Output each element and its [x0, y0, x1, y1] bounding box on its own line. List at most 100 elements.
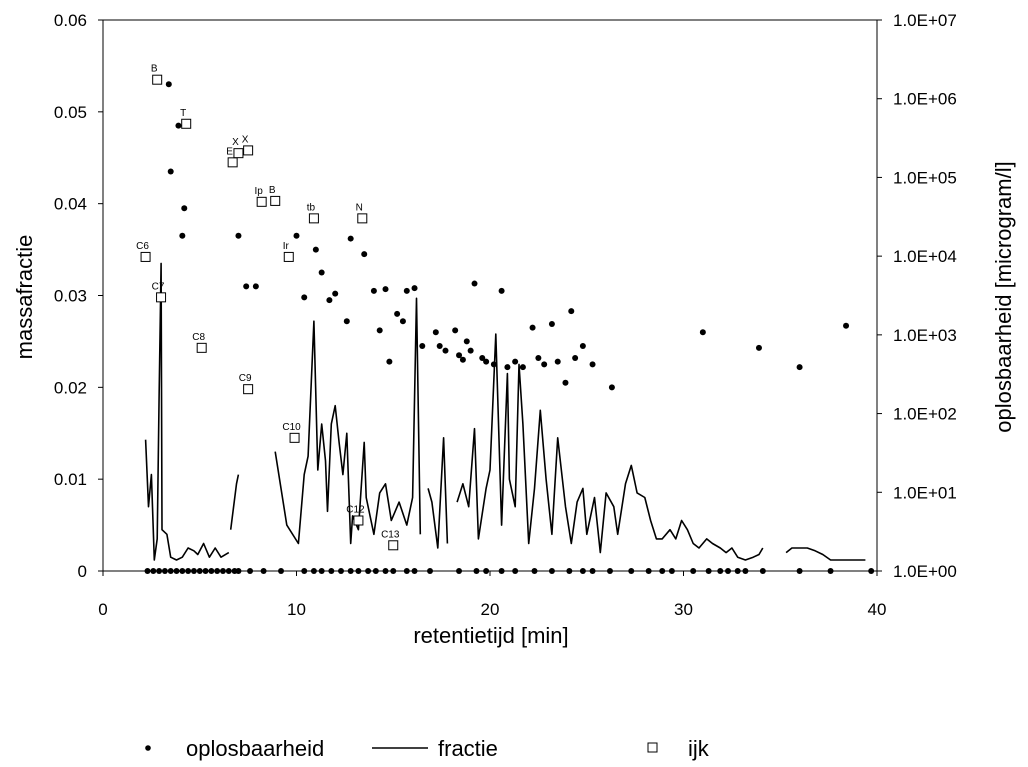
oplosbaarheid-point: [144, 568, 151, 574]
left-tick-label: 0.01: [54, 470, 87, 489]
oplosbaarheid-point: [490, 361, 497, 368]
oplosbaarheid-point: [759, 568, 766, 574]
oplosbaarheid-point: [225, 568, 232, 574]
oplosbaarheid-point: [196, 568, 203, 574]
ijk-point-label: C10: [282, 422, 301, 433]
ijk-point-label: C9: [239, 373, 252, 384]
oplosbaarheid-point: [608, 384, 615, 391]
oplosbaarheid-point: [175, 122, 182, 129]
ijk-point-label: N: [356, 202, 363, 213]
oplosbaarheid-point: [202, 568, 209, 574]
oplosbaarheid-point: [382, 568, 389, 574]
ijk-point: [289, 432, 300, 443]
ijk-point-label: E: [226, 146, 233, 157]
legend-oplosbaarheid-marker: [145, 745, 151, 751]
oplosbaarheid-point: [705, 568, 712, 574]
x-tick-label: 0: [98, 600, 107, 619]
right-tick-label: 1.0E+04: [893, 247, 957, 266]
ijk-point: [152, 74, 163, 85]
oplosbaarheid-point: [699, 329, 706, 336]
oplosbaarheid-point: [548, 320, 555, 327]
ijk-point: [270, 195, 281, 206]
ijk-series: B T EX X Ip B C6 C7 C8 C9 Ir C10 tb N C12 C13: [136, 64, 400, 551]
oplosbaarheid-point: [827, 568, 834, 574]
ijk-point-label: X: [232, 137, 239, 148]
ijk-point: [353, 515, 364, 526]
oplosbaarheid-point: [382, 286, 389, 293]
ijk-point-label: Ip: [254, 186, 263, 197]
oplosbaarheid-point: [572, 354, 579, 361]
ijk-point-label: B: [151, 64, 158, 75]
oplosbaarheid-point: [442, 347, 449, 354]
ijk-point: [243, 145, 254, 156]
oplosbaarheid-point: [179, 568, 186, 574]
oplosbaarheid-point: [579, 343, 586, 350]
fractie-line-segment: [229, 474, 240, 530]
oplosbaarheid-point: [394, 310, 401, 317]
oplosbaarheid-point: [376, 327, 383, 334]
oplosbaarheid-point: [318, 269, 325, 276]
oplosbaarheid-point: [589, 568, 596, 574]
oplosbaarheid-series: [144, 81, 875, 574]
ijk-point-label: tb: [307, 202, 316, 213]
oplosbaarheid-point: [645, 568, 652, 574]
legend: oplosbaarheid fractie ijk: [145, 736, 710, 761]
oplosbaarheid-point: [535, 354, 542, 361]
left-tick-label: 0.06: [54, 11, 87, 30]
oplosbaarheid-point: [399, 318, 406, 325]
oplosbaarheid-point: [473, 568, 480, 574]
oplosbaarheid-point: [179, 232, 186, 239]
right-tick-label: 1.0E+05: [893, 168, 957, 187]
oplosbaarheid-point: [390, 568, 397, 574]
oplosbaarheid-point: [173, 568, 180, 574]
oplosbaarheid-point: [338, 568, 345, 574]
right-tick-label: 1.0E+02: [893, 405, 957, 424]
oplosbaarheid-point: [554, 358, 561, 365]
x-tick-label: 10: [287, 600, 306, 619]
oplosbaarheid-point: [504, 364, 511, 371]
ijk-point: [233, 148, 244, 159]
oplosbaarheid-point: [628, 568, 635, 574]
fractie-line-segment: [427, 436, 449, 549]
oplosbaarheid-point: [326, 297, 333, 304]
oplosbaarheid-point: [796, 364, 803, 371]
oplosbaarheid-point: [725, 568, 732, 574]
legend-ijk-marker: [647, 742, 658, 753]
oplosbaarheid-point: [479, 354, 486, 361]
oplosbaarheid-point: [181, 205, 188, 212]
ijk-point: [243, 384, 254, 395]
oplosbaarheid-point: [403, 568, 410, 574]
oplosbaarheid-point: [318, 568, 325, 574]
oplosbaarheid-point: [566, 568, 573, 574]
oplosbaarheid-point: [343, 318, 350, 325]
oplosbaarheid-point: [467, 347, 474, 354]
oplosbaarheid-point: [386, 358, 393, 365]
oplosbaarheid-point: [531, 568, 538, 574]
oplosbaarheid-point: [589, 361, 596, 368]
oplosbaarheid-point: [579, 568, 586, 574]
oplosbaarheid-point: [755, 344, 762, 351]
left-tick-label: 0: [78, 562, 87, 581]
x-tick-label: 30: [674, 600, 693, 619]
ijk-point: [256, 196, 267, 207]
right-axis-title: oplosbaarheid [microgram/l]: [991, 161, 1016, 432]
left-tick-label: 0.05: [54, 103, 87, 122]
oplosbaarheid-point: [247, 568, 254, 574]
ijk-point: [156, 292, 167, 303]
oplosbaarheid-point: [690, 568, 697, 574]
oplosbaarheid-point: [219, 568, 226, 574]
ijk-point: [357, 213, 368, 224]
legend-fractie-label: fractie: [438, 736, 498, 761]
oplosbaarheid-point: [463, 338, 470, 345]
oplosbaarheid-point: [365, 568, 372, 574]
axes: [98, 19, 882, 576]
oplosbaarheid-point: [312, 246, 319, 253]
oplosbaarheid-point: [717, 568, 724, 574]
oplosbaarheid-point: [411, 285, 418, 292]
right-tick-label: 1.0E+06: [893, 90, 957, 109]
ijk-point: [283, 251, 294, 262]
left-tick-label: 0.03: [54, 287, 87, 306]
fractie-line-segment: [785, 547, 866, 561]
oplosbaarheid-point: [498, 287, 505, 294]
oplosbaarheid-point: [843, 322, 850, 329]
